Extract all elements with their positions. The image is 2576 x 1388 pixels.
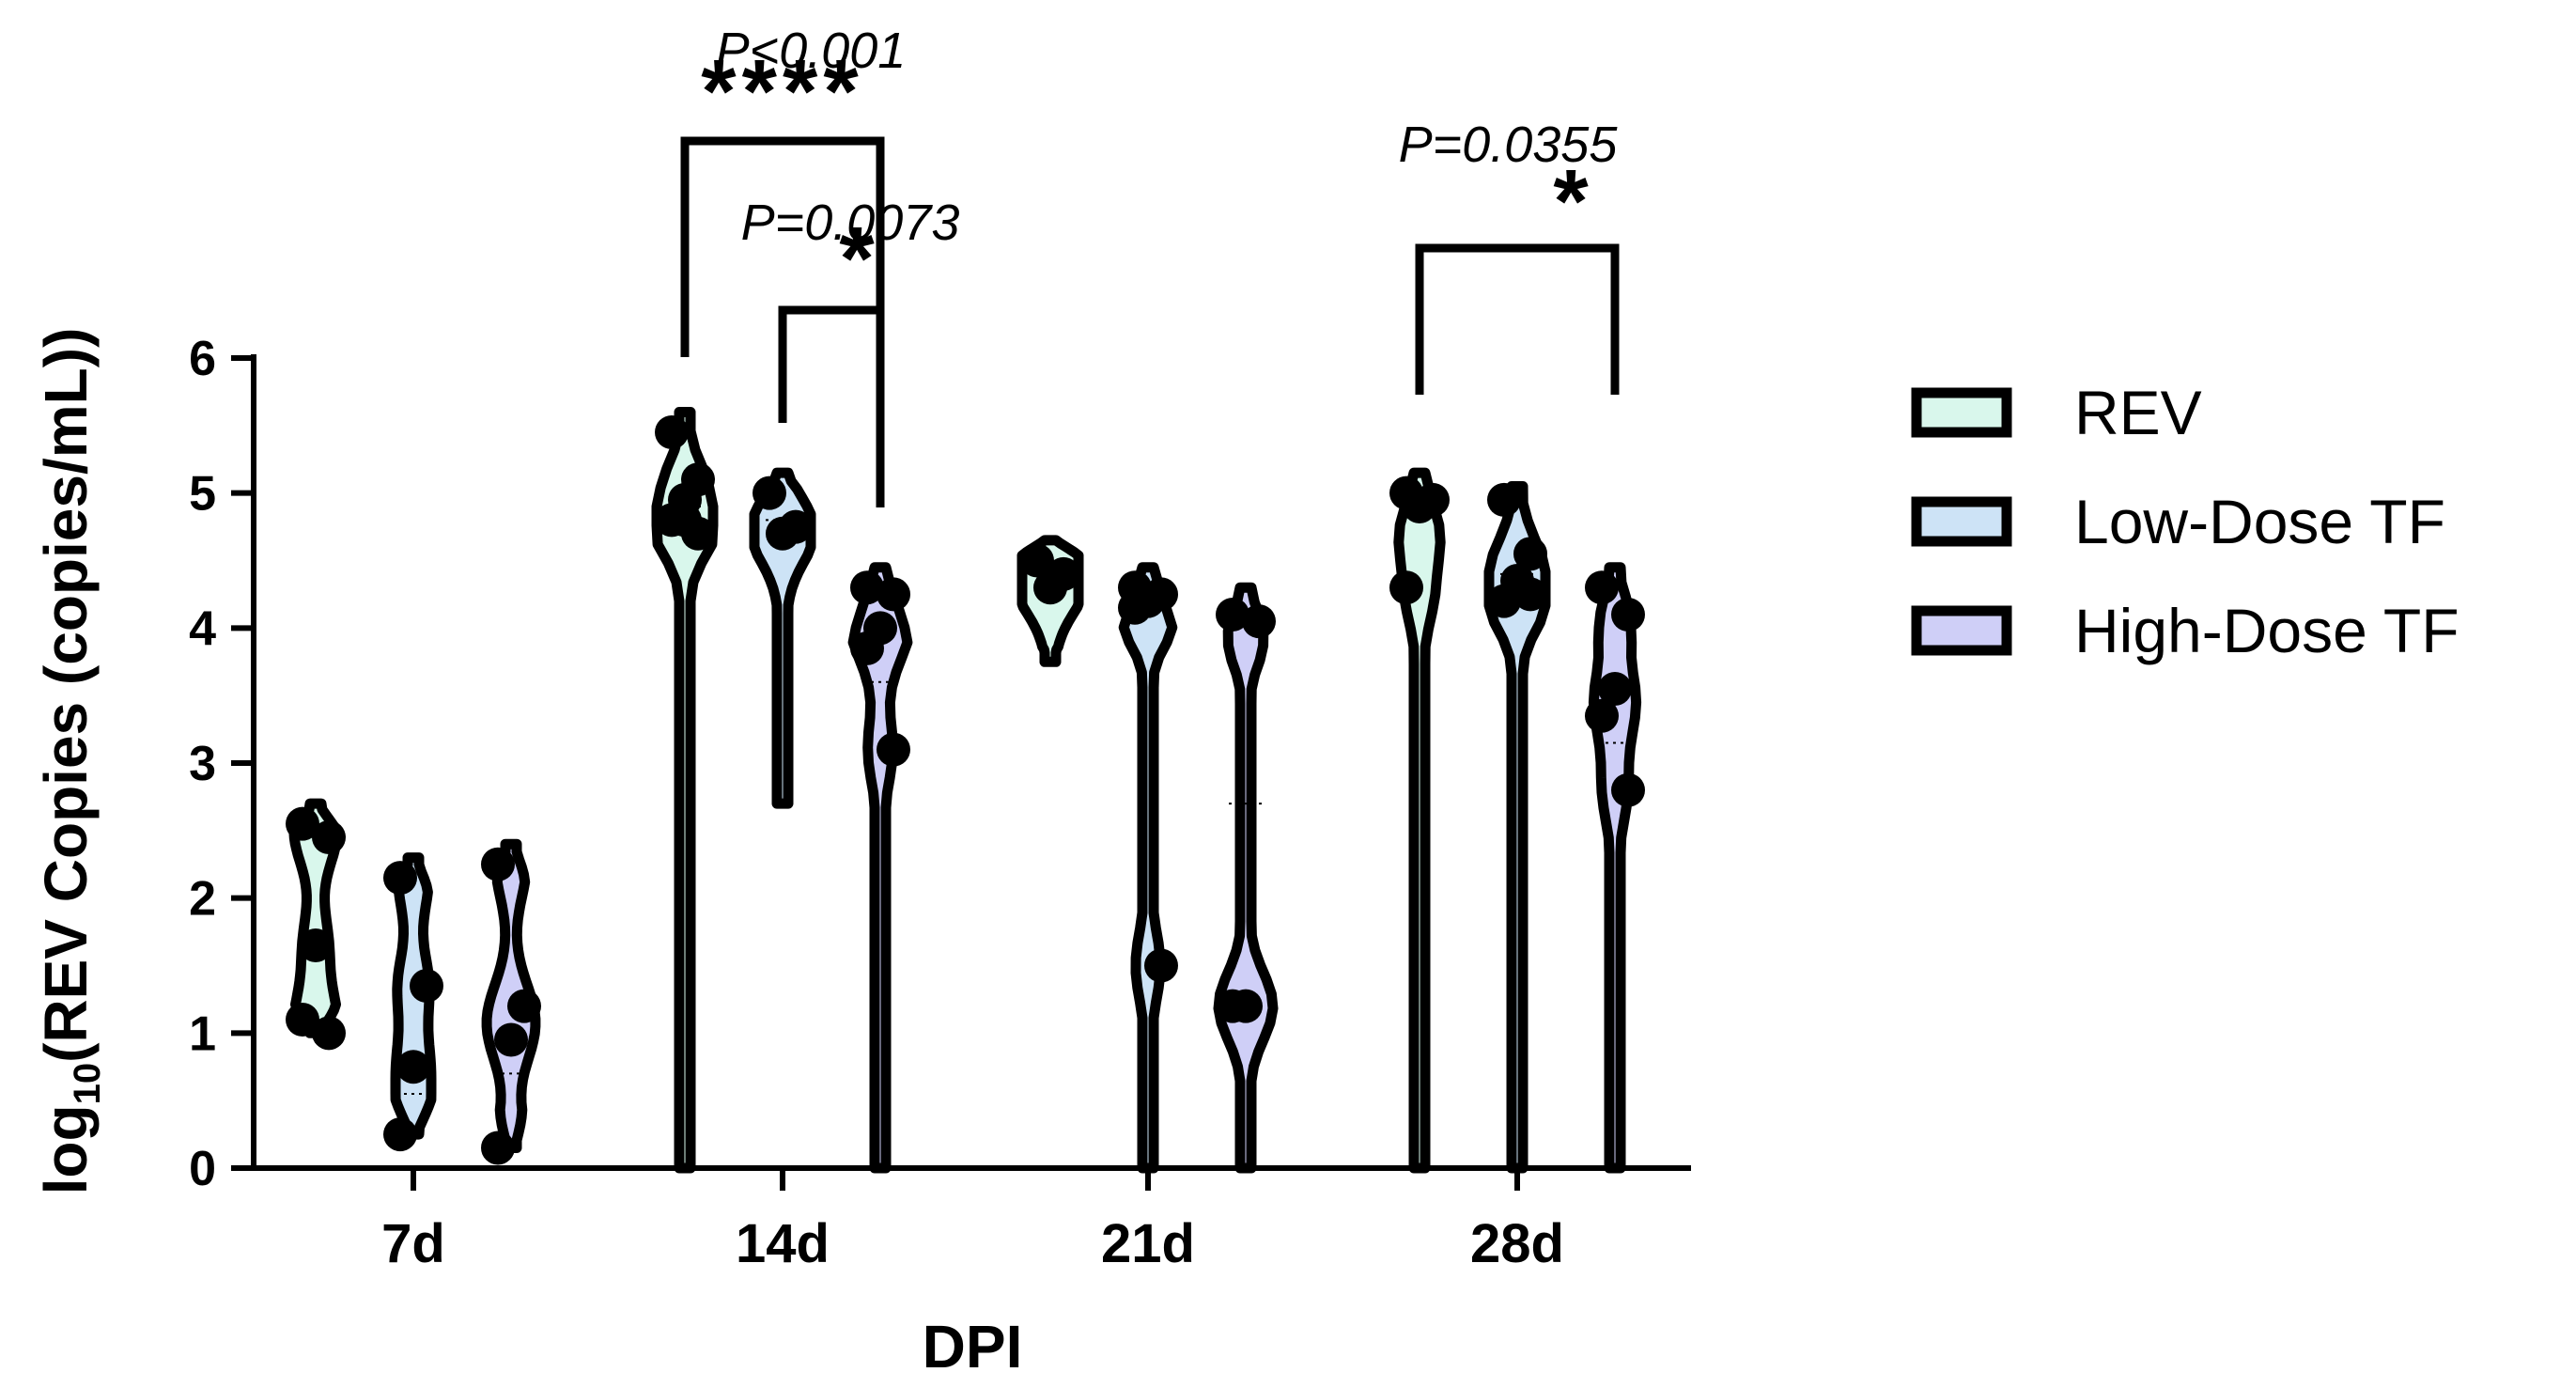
data-point-3-14d-4 [850, 631, 884, 665]
x-axis-title: DPI [923, 1313, 1023, 1380]
data-point-1-7d-2 [312, 820, 346, 855]
sig-bracket-2 [778, 305, 885, 507]
data-point-1-28d-4 [1389, 570, 1423, 605]
y-axis-title: log10(REV Copies (copies/mL)) [32, 328, 108, 1195]
violin-1-7d [288, 798, 343, 1038]
data-point-3-14d-5 [877, 732, 910, 767]
data-point-1-7d-4 [286, 1002, 319, 1037]
sig-stars-2: * [839, 209, 879, 309]
data-point-2-21d-4 [1118, 590, 1152, 625]
data-point-3-28d-3 [1598, 671, 1632, 706]
data-point-2-14d-1 [753, 476, 786, 510]
legend-swatch-3 [1911, 605, 2012, 656]
data-point-2-14d-3 [766, 516, 799, 551]
violin-1-28d [1393, 467, 1446, 1174]
y-tick-label-1: 1 [189, 1006, 216, 1061]
x-tick-label-14d: 14d [736, 1213, 830, 1274]
data-point-1-14d-1 [655, 415, 689, 450]
legend-label-1: REV [2074, 378, 2202, 447]
data-point-1-7d-3 [299, 928, 333, 962]
x-tick-label-7d: 7d [381, 1213, 445, 1274]
data-point-2-28d-4 [1487, 584, 1521, 618]
violin-1-14d [651, 407, 719, 1174]
y-tick-label-6: 6 [189, 332, 216, 386]
legend-label-3: High-Dose TF [2074, 596, 2460, 665]
sig-p-value-1: P<0.001 [716, 23, 907, 79]
data-point-3-7d-2 [507, 989, 541, 1023]
data-point-2-7d-4 [383, 1117, 417, 1152]
data-point-3-14d-2 [877, 577, 910, 612]
data-point-1-14d-6 [668, 503, 702, 538]
data-point-3-21d-4 [1216, 989, 1249, 1023]
x-tick-label-21d: 21d [1101, 1213, 1195, 1274]
data-point-2-28d-5 [1513, 577, 1547, 612]
violin-3-14d [847, 562, 913, 1174]
violin-2-21d [1118, 562, 1178, 1174]
data-point-1-7d-5 [312, 1016, 346, 1051]
y-tick-label-4: 4 [189, 601, 216, 656]
data-point-2-7d-2 [410, 969, 443, 1004]
data-point-3-28d-2 [1611, 597, 1645, 632]
data-point-1-28d-3 [1403, 490, 1436, 524]
violin-3-21d [1213, 582, 1279, 1174]
legend-label-2: Low-Dose TF [2074, 487, 2445, 556]
y-tick-label-2: 2 [189, 872, 216, 927]
data-point-1-21d-3 [1033, 570, 1067, 605]
y-tick-label-5: 5 [189, 467, 216, 522]
data-point-3-7d-3 [494, 1022, 528, 1057]
data-point-2-28d-1 [1487, 482, 1521, 517]
sig-p-value-2: P=0.0073 [741, 195, 960, 251]
legend-swatch-1 [1911, 387, 2012, 438]
sig-stars-1: **** [701, 41, 863, 142]
data-point-3-28d-5 [1611, 772, 1645, 807]
data-point-3-7d-4 [481, 1131, 515, 1165]
violin-2-14d [749, 467, 816, 809]
data-point-2-7d-3 [396, 1050, 430, 1084]
sig-stars-3: * [1553, 151, 1593, 252]
data-point-2-21d-5 [1144, 948, 1178, 983]
violin-3-28d [1588, 562, 1642, 1174]
data-point-3-21d-2 [1242, 604, 1276, 639]
y-tick-label-3: 3 [189, 737, 216, 791]
data-point-3-14d-1 [850, 570, 884, 605]
x-tick-label-28d: 28d [1470, 1213, 1564, 1274]
data-point-3-7d-1 [481, 847, 515, 881]
sig-bracket-3 [1415, 243, 1620, 395]
sig-p-value-3: P=0.0355 [1399, 117, 1619, 173]
data-point-3-28d-1 [1585, 570, 1619, 605]
data-point-2-28d-2 [1513, 537, 1547, 571]
data-point-3-21d-1 [1216, 597, 1249, 632]
data-point-1-7d-1 [286, 806, 319, 841]
y-tick-label-0: 0 [189, 1142, 216, 1196]
data-point-1-21d-1 [1020, 543, 1054, 578]
data-point-2-7d-1 [383, 861, 417, 896]
legend-swatch-2 [1911, 496, 2012, 547]
data-point-3-28d-4 [1585, 698, 1619, 733]
